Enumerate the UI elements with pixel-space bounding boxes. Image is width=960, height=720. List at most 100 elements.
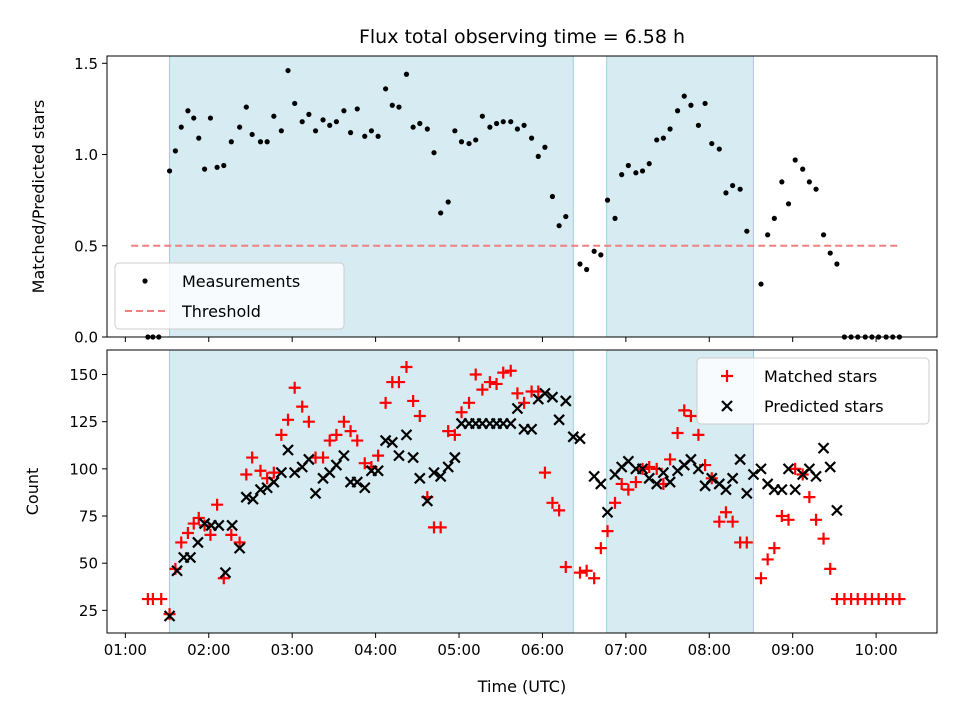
predicted-stars-point bbox=[309, 487, 322, 500]
matched-stars-point bbox=[434, 521, 447, 534]
measurements-point bbox=[237, 124, 243, 130]
matched-stars-point bbox=[337, 415, 350, 428]
measurements-point bbox=[396, 104, 402, 110]
predicted-stars-point bbox=[254, 483, 267, 496]
matched-stars-point bbox=[254, 464, 267, 477]
matched-stars-point bbox=[573, 566, 586, 579]
predicted-stars-point bbox=[192, 536, 204, 549]
y-tick-label: 150 bbox=[69, 366, 98, 384]
predicted-stars-point bbox=[504, 417, 517, 430]
matched-stars-point bbox=[483, 376, 496, 389]
matched-stars-point bbox=[413, 410, 426, 423]
predicted-stars-point bbox=[233, 542, 246, 554]
predicted-stars-point bbox=[560, 395, 572, 407]
predicted-stars-point bbox=[414, 472, 426, 485]
measurements-point bbox=[779, 179, 785, 185]
matched-stars-point bbox=[629, 476, 642, 489]
measurements-point bbox=[667, 126, 673, 132]
matched-stars-point bbox=[664, 453, 677, 466]
matched-stars-point bbox=[163, 608, 176, 621]
measurements-point bbox=[479, 113, 485, 119]
predicted-stars-point bbox=[726, 472, 739, 485]
measurements-point bbox=[806, 179, 812, 185]
measurements-point bbox=[445, 199, 451, 205]
matched-stars-point bbox=[782, 513, 795, 526]
measurements-point bbox=[604, 197, 611, 203]
measurements-point bbox=[207, 115, 214, 121]
matched-stars-point bbox=[211, 498, 224, 511]
matched-stars-point bbox=[469, 368, 482, 381]
matched-stars-point bbox=[181, 527, 194, 540]
matched-stars-point bbox=[893, 593, 906, 606]
measurements-point bbox=[201, 166, 208, 172]
matched-stars-point bbox=[594, 542, 607, 555]
measurements-point bbox=[243, 104, 249, 110]
predicted-stars-point bbox=[810, 470, 822, 483]
matched-stars-point bbox=[768, 542, 781, 555]
matched-stars-point bbox=[240, 468, 253, 481]
top-panel: 0.0 0.5 1.0 1.5 Matched/Predicted stars Mea… bbox=[29, 55, 938, 347]
top-panel-frame bbox=[106, 55, 938, 338]
measurements-point bbox=[508, 119, 514, 125]
measurements-point bbox=[452, 128, 458, 134]
matched-stars-point bbox=[463, 396, 476, 409]
measurements-point bbox=[500, 119, 506, 125]
predicted-stars-point bbox=[643, 472, 655, 485]
measurements-point bbox=[196, 135, 202, 141]
predicted-stars-point bbox=[789, 483, 801, 496]
measurements-point bbox=[771, 215, 777, 221]
x-tick-label: 06:00 bbox=[521, 641, 564, 659]
predicted-stars-point bbox=[782, 463, 795, 475]
matched-stars-point bbox=[671, 427, 684, 440]
measurements-point bbox=[487, 124, 493, 130]
measurements-point bbox=[542, 144, 548, 150]
predicted-stars-point bbox=[574, 432, 586, 445]
legend-box bbox=[114, 262, 345, 330]
measurements-point bbox=[800, 166, 806, 172]
matched-stars-point bbox=[476, 383, 489, 396]
measurements-point bbox=[681, 93, 687, 99]
measurements-point bbox=[591, 248, 597, 254]
predicted-stars-point bbox=[595, 478, 607, 490]
measurements-point bbox=[577, 261, 583, 267]
measurements-point bbox=[403, 71, 410, 77]
matched-stars-point bbox=[553, 504, 566, 517]
matched-stars-point bbox=[546, 496, 559, 509]
matched-stars-point bbox=[288, 381, 301, 394]
matched-stars-point bbox=[622, 483, 635, 496]
predicted-stars-point bbox=[184, 551, 197, 564]
measurements-point bbox=[744, 228, 750, 234]
predicted-stars-point bbox=[393, 449, 405, 462]
predicted-stars-point bbox=[705, 472, 718, 485]
predicted-stars-point bbox=[268, 476, 280, 488]
predicted-stars-point bbox=[358, 481, 371, 494]
matched-stars-point bbox=[713, 515, 726, 528]
y-tick-label: 25 bbox=[79, 602, 98, 620]
measurements-point bbox=[723, 190, 729, 196]
matched-stars-point bbox=[358, 457, 371, 470]
measurements-point bbox=[695, 122, 702, 128]
matched-stars-point bbox=[609, 496, 622, 509]
measurements-point bbox=[521, 122, 527, 128]
matched-stars-point bbox=[282, 413, 295, 426]
matched-stars-point bbox=[302, 415, 315, 428]
matched-stars-point bbox=[810, 513, 823, 526]
matched-stars-point bbox=[275, 428, 288, 441]
matched-stars-point bbox=[246, 451, 259, 464]
matched-stars-point bbox=[615, 477, 628, 490]
matched-stars-point bbox=[740, 536, 753, 549]
measurements-point bbox=[535, 153, 541, 159]
measurements-point bbox=[185, 108, 191, 114]
measurements-point bbox=[473, 137, 479, 143]
x-tick-label: 01:00 bbox=[104, 641, 147, 659]
measurements-point bbox=[375, 133, 381, 139]
legend-label: Threshold bbox=[181, 302, 261, 321]
measurements-point bbox=[410, 124, 416, 130]
predicted-stars-point bbox=[692, 463, 705, 475]
legend-swatch bbox=[721, 400, 733, 412]
measurements-point bbox=[221, 162, 227, 169]
measurements-point bbox=[431, 150, 437, 156]
predicted-stars-point bbox=[546, 391, 559, 403]
predicted-stars-point bbox=[525, 423, 538, 436]
legend-label: Predicted stars bbox=[764, 397, 884, 416]
